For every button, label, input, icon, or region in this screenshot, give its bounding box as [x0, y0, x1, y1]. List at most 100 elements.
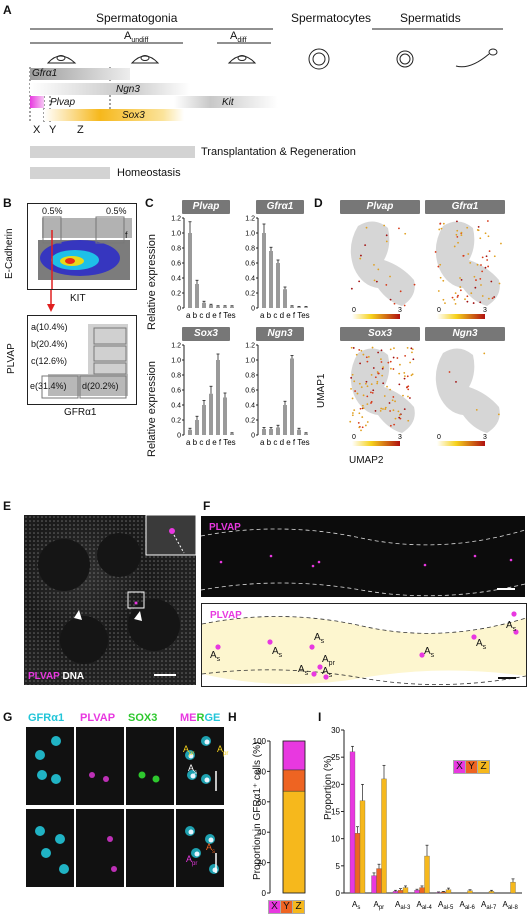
h-legend-z: Z [292, 900, 305, 914]
gate-arrow [47, 290, 55, 312]
plvap-bar [30, 96, 44, 108]
g-image-r1-c2 [126, 809, 174, 887]
d-gene-tag-3: Ngn3 [425, 327, 505, 341]
c-bar [304, 433, 308, 435]
c-chart-sox3: 0 0.2 0.4 0.6 0.8 1.0 1.2 a b c d e f Tes [171, 343, 236, 448]
i-tick-label: 20 [331, 780, 340, 789]
c-bar [290, 358, 294, 435]
h-tick-label: 40 [257, 828, 266, 837]
f-cell-label-8: As [506, 620, 517, 633]
g-image-r0-c2 [126, 727, 174, 805]
flow-plot-top: 0.5% 0.5% f [27, 203, 137, 290]
c-tick-label: 0.4 [245, 403, 255, 410]
kit-label: Kit [222, 97, 234, 108]
i-bar-x [435, 892, 442, 894]
d-scale-max: 3 [483, 434, 487, 441]
panel-f-image: PLVAP [200, 516, 526, 597]
gate-d: d(20.2%) [82, 381, 119, 391]
c-tick-label: 0 [177, 433, 181, 440]
c-tick-label: 0.6 [171, 261, 181, 268]
d-colorscale [437, 314, 485, 319]
i-bar-z [402, 887, 409, 894]
c-bar [269, 429, 273, 435]
i-category-label: Aal-3 [395, 900, 411, 911]
i-bar-z [510, 881, 516, 894]
c-category-labels: a b c d e f Tes [186, 311, 236, 320]
transplant-label: Transplantation & Regeneration [201, 146, 356, 158]
g-annotation-1: Apr [217, 744, 229, 757]
c-chart-gfra1: 0 0.2 0.4 0.6 0.8 1.0 1.2 a b c d e f Tes [245, 216, 309, 321]
panel-label-h: H [228, 710, 237, 724]
c-bar [290, 306, 294, 308]
c-tick-label: 0 [251, 306, 255, 313]
gfra1-axis-label: GFRα1 [64, 407, 97, 418]
c-bar [202, 405, 206, 435]
i-bar-y [419, 887, 425, 894]
i-tick-label: 15 [331, 808, 340, 817]
g-annotation-0: Apr [183, 744, 195, 757]
c-bar [223, 306, 227, 308]
gfra1-bar [30, 68, 130, 80]
sox3-bar [44, 109, 184, 121]
panel-label-g: G [3, 710, 13, 724]
z-label: Z [77, 124, 84, 136]
g-annotation-3: As [206, 842, 216, 855]
i-legend-z: Z [477, 760, 490, 774]
sox3-label: Sox3 [122, 110, 145, 121]
c-bar [195, 284, 199, 308]
spermatids-header: Spermatids [400, 11, 461, 25]
d-scale-min: 0 [437, 307, 441, 314]
f-cell-label-2: As [314, 632, 325, 645]
i-category-label: Aal-4 [417, 900, 433, 911]
c-category-labels: a b c d e f Tes [186, 438, 236, 447]
c-bar [262, 429, 266, 435]
c-bar [188, 429, 192, 435]
c-bar [209, 305, 213, 308]
i-category-label: Aal-6 [460, 900, 476, 911]
aundiff-label: Aundiff [124, 30, 149, 45]
c-tick-label: 0.6 [245, 261, 255, 268]
i-tick-label: 5 [336, 862, 341, 871]
i-bar-y [354, 833, 361, 894]
d-scale-max: 3 [398, 307, 402, 314]
x-label: X [33, 124, 41, 136]
d-colorscale [437, 441, 485, 446]
c-bar [304, 307, 308, 308]
g-image-r1-c0 [26, 809, 74, 887]
i-tick-label: 10 [331, 835, 340, 844]
h-tick-label: 60 [257, 798, 266, 807]
gate-e: e(31.4%) [30, 381, 67, 391]
d-colorscale [352, 441, 400, 446]
c-tick-label: 0.8 [245, 373, 255, 380]
c-tick-label: 0 [177, 306, 181, 313]
transplant-bar [30, 146, 195, 158]
c-tick-label: 0 [251, 433, 255, 440]
c-bar [209, 393, 213, 435]
umap2-label: UMAP2 [349, 455, 384, 466]
panel-label-f: F [203, 499, 211, 513]
c-bar [283, 289, 287, 308]
g-image-r1-c3 [176, 809, 224, 887]
i-bar-x [392, 891, 399, 894]
kit-bar [174, 96, 278, 108]
c-tick-label: 0.6 [171, 388, 181, 395]
c-bar [202, 302, 206, 308]
c-tick-label: 1.0 [171, 358, 181, 365]
panel-label-c: C [145, 196, 154, 210]
f-cell-label-7: As [476, 638, 487, 651]
c-tick-label: 1.0 [245, 358, 255, 365]
plvap-label: Plvap [50, 97, 76, 108]
i-tick-label: 25 [331, 753, 340, 762]
i-bar-x [414, 890, 420, 894]
d-colorscale [352, 314, 400, 319]
c-category-labels: a b c d e f Tes [260, 438, 310, 447]
d-scale-min: 0 [352, 434, 356, 441]
d-scale-max: 3 [483, 307, 487, 314]
c-tick-label: 0.6 [245, 388, 255, 395]
i-bar-y [440, 891, 447, 894]
spermatocytes-header: Spermatocytes [291, 11, 372, 25]
